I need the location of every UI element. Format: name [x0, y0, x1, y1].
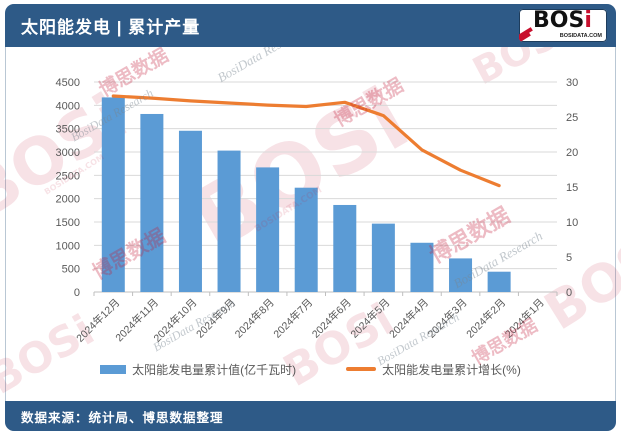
bar — [178, 130, 202, 292]
right-axis-tick-label: 10 — [566, 217, 578, 229]
right-axis-tick-label: 30 — [566, 77, 578, 89]
x-axis-category-label: 2024年8月 — [232, 296, 277, 341]
legend-item-bar: 太阳能发电量累计值(亿千瓦时) — [100, 361, 296, 378]
right-axis-tick-label: 15 — [566, 182, 578, 194]
right-axis-tick-label: 25 — [566, 112, 578, 124]
left-axis-tick-label: 0 — [74, 287, 80, 299]
x-axis-category-label: 2024年4月 — [386, 296, 431, 341]
bar — [256, 167, 280, 292]
left-axis-tick-label: 4000 — [56, 100, 80, 112]
bar — [410, 242, 434, 292]
x-axis-category-label: 2024年6月 — [309, 296, 354, 341]
right-axis-tick-label: 5 — [566, 252, 572, 264]
legend-label-line: 太阳能发电量累计增长(%) — [382, 362, 521, 377]
bar — [294, 187, 318, 292]
bar — [101, 97, 125, 293]
page-title: 太阳能发电 | 累计产量 — [21, 18, 201, 37]
bar — [487, 271, 511, 292]
left-axis-tick-label: 500 — [62, 264, 80, 276]
x-axis-category-label: 2024年7月 — [271, 296, 316, 341]
bosi-logo-wordmark: BOSi — [533, 9, 592, 33]
x-axis-category-label: 2024年1月 — [502, 296, 547, 341]
line-swatch-icon — [346, 367, 377, 371]
bosi-logo: BOSi BOSIDATA.COM — [519, 9, 607, 42]
bar — [217, 150, 241, 292]
legend-label-bar: 太阳能发电量累计值(亿千瓦时) — [132, 362, 297, 377]
left-axis-tick-label: 2000 — [56, 194, 80, 206]
left-axis-tick-label: 2500 — [56, 170, 80, 182]
left-axis-tick-label: 3500 — [56, 124, 80, 136]
right-axis-tick-label: 0 — [566, 287, 572, 299]
x-axis-category-label: 2024年5月 — [348, 296, 393, 341]
left-axis-tick-label: 1000 — [56, 240, 80, 252]
chart-legend: 太阳能发电量累计值(亿千瓦时) 太阳能发电量累计增长(%) — [0, 359, 621, 379]
data-source-text: 数据来源：统计局、博思数据整理 — [21, 410, 224, 425]
x-axis-category-label: 2024年3月 — [425, 296, 470, 341]
x-axis-category-label: 2024年9月 — [193, 296, 238, 341]
bar-swatch-icon — [100, 364, 127, 374]
left-axis-tick-label: 4500 — [56, 77, 80, 89]
bosi-logo-site: BOSIDATA.COM — [559, 33, 602, 39]
bar — [140, 113, 164, 292]
left-axis-tick-label: 1500 — [56, 217, 80, 229]
legend-item-line: 太阳能发电量累计增长(%) — [346, 361, 521, 378]
right-axis-tick-label: 20 — [566, 147, 578, 159]
bar — [333, 204, 357, 292]
x-axis-category-label: 2024年2月 — [464, 296, 509, 341]
title-banner: 太阳能发电 | 累计产量 BOSi BOSIDATA.COM — [5, 4, 616, 47]
left-axis-tick-label: 3000 — [56, 147, 80, 159]
growth-line — [111, 94, 501, 188]
bar — [371, 223, 395, 292]
bar — [449, 258, 473, 292]
source-banner: 数据来源：统计局、博思数据整理 — [5, 401, 616, 431]
